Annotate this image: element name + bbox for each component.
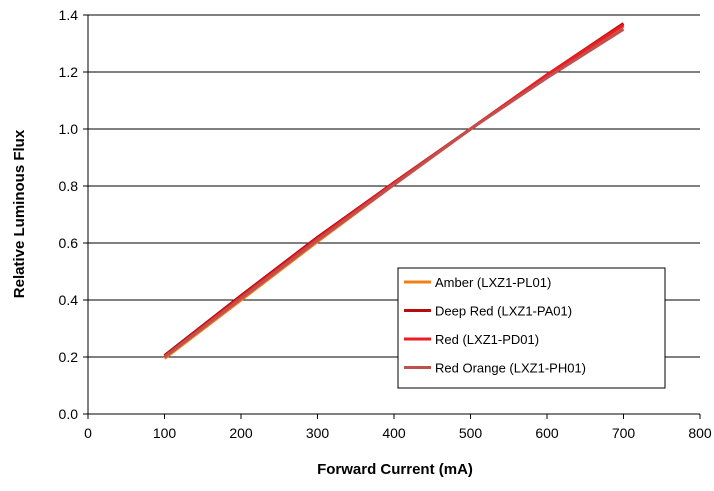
legend-label: Red (LXZ1-PD01) [435,332,539,347]
legend-label: Deep Red (LXZ1-PA01) [435,304,572,319]
x-tick-label: 800 [688,425,712,441]
x-tick-label: 700 [612,425,636,441]
x-tick-label: 600 [535,425,559,441]
legend-label: Red Orange (LXZ1-PH01) [435,361,586,376]
y-tick-label: 0.0 [59,406,79,422]
legend-label: Amber (LXZ1-PL01) [435,275,551,290]
y-tick-label: 0.6 [59,235,79,251]
y-tick-label: 0.4 [59,292,79,308]
series-line-4 [163,27,625,359]
x-tick-label: 500 [459,425,483,441]
y-tick-label: 1.2 [59,64,79,80]
legend-box [397,267,666,389]
x-tick-label: 400 [382,425,406,441]
series-lines [163,22,625,360]
gridlines [88,14,700,358]
x-tick-label: 200 [229,425,253,441]
y-tick-label: 0.8 [59,178,79,194]
y-tick-label: 0.2 [59,349,79,365]
y-axis-label: Relative Luminous Flux [11,129,28,298]
x-tick-label: 100 [153,425,177,441]
legend: Amber (LXZ1-PL01) Deep Red (LXZ1-PA01) Red… [397,267,666,389]
x-tick-label: 0 [84,425,92,441]
axes: 0.0 0.2 0.4 0.6 0.8 1.0 1.2 1.4 0 100 200 300 400 500… [59,7,712,441]
y-tick-label: 1.0 [59,121,79,137]
y-tick-label: 1.4 [59,7,79,23]
x-axis-label: Forward Current (mA) [317,461,473,478]
x-tick-label: 300 [306,425,330,441]
